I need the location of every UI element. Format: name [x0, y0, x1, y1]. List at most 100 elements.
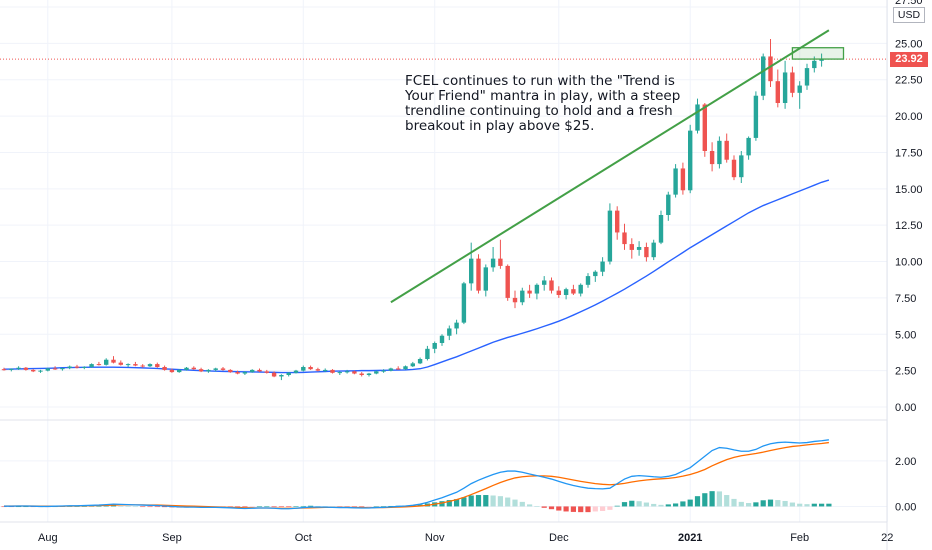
candle: [629, 238, 634, 259]
candle: [651, 239, 656, 261]
macd-histogram-bar: [804, 504, 810, 507]
candle-body: [344, 371, 350, 373]
candle: [279, 374, 284, 381]
resistance-box[interactable]: [791, 47, 845, 60]
candle-body: [271, 372, 277, 377]
macd-histogram-bar: [731, 498, 737, 507]
macd-histogram-bar: [359, 506, 365, 508]
macd-histogram-bar: [811, 503, 817, 507]
trendline-segment[interactable]: [390, 29, 830, 304]
candle: [323, 368, 328, 373]
candle-body: [527, 290, 532, 294]
candle-body: [381, 370, 386, 372]
candle: [753, 91, 759, 141]
candle: [38, 369, 43, 373]
candle-body: [125, 364, 131, 366]
candle: [344, 369, 350, 374]
macd-histogram-bar: [782, 500, 788, 507]
candle: [388, 367, 394, 372]
candle: [717, 136, 722, 169]
macd-histogram-bar: [81, 506, 87, 507]
candle: [702, 103, 707, 157]
macd-histogram-bar: [826, 503, 832, 507]
macd-histogram-bar: [439, 501, 445, 507]
candle-body: [768, 56, 773, 82]
price-axis-labels[interactable]: 0.00 2.50 5.00 7.50 10.00 12.50 15.00 17.50 20.0…: [895, 0, 923, 414]
candle: [673, 164, 678, 198]
resistance-rectangle[interactable]: [791, 47, 845, 60]
macd-histogram-bar: [665, 504, 671, 507]
macd-histogram-bar: [694, 496, 701, 507]
candle-body: [585, 276, 591, 285]
candle: [563, 287, 569, 300]
candle-body: [323, 369, 328, 371]
candle: [184, 367, 189, 371]
chart-annotation[interactable]: FCEL continues to run with the "Trend is…: [405, 73, 681, 134]
candle-body: [118, 362, 123, 365]
currency-label[interactable]: USD: [893, 7, 925, 23]
macd-histogram-bar: [621, 502, 628, 507]
candle: [461, 281, 467, 325]
candle: [790, 66, 795, 98]
candle: [198, 367, 204, 373]
candle-body: [191, 367, 196, 370]
macd-histogram-bar: [118, 505, 124, 507]
candle-body: [709, 151, 715, 165]
macd-histogram-bar: [702, 493, 708, 507]
time-tick-label: Oct: [295, 532, 312, 544]
macd-histogram-bar: [687, 499, 693, 507]
candle-body: [235, 372, 240, 374]
macd-histogram-bar: [264, 506, 270, 508]
candle-body: [52, 368, 58, 370]
candle: [60, 367, 65, 371]
macd-histogram-bar: [154, 506, 160, 508]
candle: [257, 368, 262, 373]
macd-histogram-bar: [680, 501, 686, 507]
macd-histogram-bar: [760, 500, 766, 507]
macd-histogram-bar: [308, 505, 314, 507]
candle: [133, 361, 138, 367]
price-tick-label: 20.00: [895, 111, 923, 123]
macd-histogram-bar: [651, 503, 657, 507]
macd-histogram-bar: [454, 499, 460, 507]
main-gridlines: [0, 0, 888, 522]
candle-body: [359, 373, 364, 375]
candle-body: [607, 210, 613, 262]
candle: [469, 242, 474, 291]
candle-body: [695, 104, 700, 131]
macd-histogram-bar: [461, 497, 467, 507]
macd-histogram-bar: [249, 506, 255, 508]
candle: [746, 136, 751, 160]
time-tick-label: Feb: [790, 532, 809, 544]
candle: [644, 242, 649, 262]
candle-body: [702, 104, 707, 151]
candle: [666, 191, 671, 221]
candle: [819, 53, 824, 67]
candle-body: [498, 258, 503, 266]
time-axis-labels[interactable]: Aug Sep Oct Nov Dec 2021 Feb 22: [38, 532, 893, 544]
candle: [622, 223, 627, 250]
time-tick-label: Nov: [425, 532, 445, 544]
candle-body: [549, 280, 554, 291]
candle-body: [454, 322, 459, 329]
candle-body: [315, 369, 321, 371]
macd-histogram-bar: [658, 504, 664, 507]
candle: [483, 264, 488, 297]
candle: [490, 247, 496, 272]
last-price-tag: 23.92: [890, 52, 928, 67]
candle-body: [797, 85, 802, 93]
candle-body: [374, 371, 379, 374]
trendline[interactable]: [390, 29, 830, 304]
macd-histogram-bar: [629, 500, 635, 507]
macd-histogram-bar: [716, 491, 722, 507]
candle: [396, 366, 401, 370]
candle: [111, 356, 116, 364]
candle-body: [673, 168, 678, 195]
candle-body: [417, 359, 423, 364]
candle-body: [133, 364, 138, 366]
candle-body: [512, 297, 518, 303]
macd-histogram-bar: [578, 506, 584, 513]
macd-axis-labels[interactable]: 0.00 2.00: [895, 456, 916, 514]
candle-body: [104, 359, 109, 365]
